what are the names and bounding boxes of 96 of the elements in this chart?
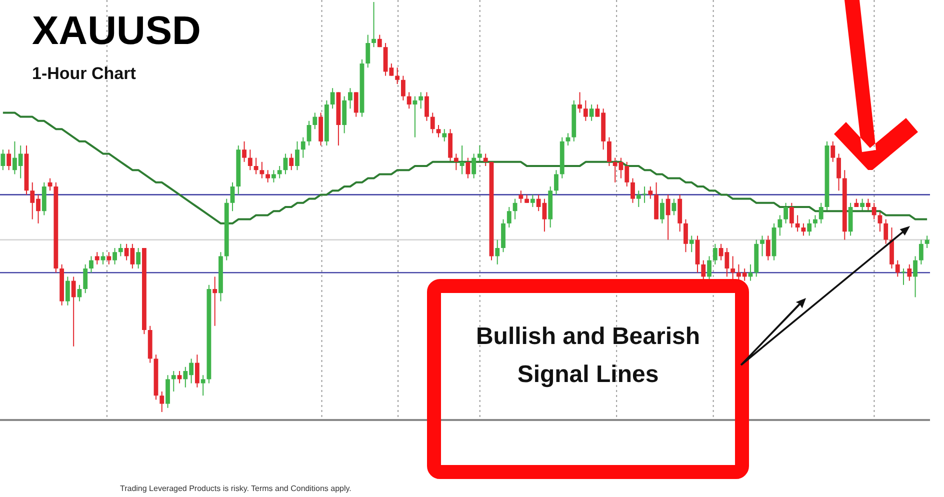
candlestick [778, 214, 782, 236]
candlestick [306, 120, 312, 146]
candlestick [607, 136, 612, 166]
candlestick [230, 182, 235, 212]
candlestick [472, 153, 476, 179]
candlestick [530, 194, 535, 208]
annotation: Bullish and Bearish Signal Lines [474, 322, 702, 390]
chart-title: XAUUSD [32, 8, 201, 55]
candlestick [707, 256, 712, 282]
candlestick [83, 264, 88, 294]
candlestick [372, 2, 376, 48]
candlestick [701, 260, 706, 282]
candlestick [589, 104, 594, 122]
candlestick [672, 198, 676, 216]
candlestick [636, 190, 641, 208]
candlestick [730, 256, 736, 282]
candlestick [89, 256, 94, 274]
candlestick [200, 374, 206, 396]
candlestick [506, 206, 512, 228]
candlestick [660, 198, 664, 224]
candlestick [495, 239, 500, 265]
candlestick [836, 153, 841, 192]
candlestick [260, 161, 264, 179]
candlestick [354, 92, 358, 118]
candlestick [766, 235, 770, 261]
candlestick [406, 92, 412, 110]
candlestick [518, 190, 524, 204]
candlestick [795, 214, 800, 232]
candlestick [242, 140, 246, 162]
candlestick [483, 153, 488, 166]
candlestick [100, 252, 106, 265]
candlestick [554, 170, 558, 196]
text: Trading Leveraged Products is risky. Terms and Conditions apply. [120, 484, 352, 493]
candlestick [430, 112, 435, 134]
candlestick [194, 354, 200, 388]
candlestick [418, 92, 424, 110]
candlestick [160, 391, 164, 412]
candlestick [212, 276, 218, 326]
candlestick [760, 235, 764, 257]
candlestick [907, 264, 912, 282]
candlestick [813, 214, 818, 228]
candlestick [884, 218, 888, 244]
candlestick [6, 149, 12, 171]
candlestick [895, 260, 900, 278]
text: 1-Hour Chart [32, 64, 136, 84]
candlestick [442, 128, 447, 142]
candlestick [478, 145, 482, 162]
candlestick [872, 202, 876, 220]
candlestick [266, 170, 270, 183]
candlestick [106, 252, 112, 265]
candlestick [684, 218, 688, 253]
candlestick [913, 256, 918, 298]
candlestick [330, 88, 335, 110]
candlestick [366, 34, 370, 68]
candlestick [454, 153, 458, 171]
candlestick [466, 157, 470, 179]
candlestick [65, 276, 70, 306]
candlestick [784, 202, 788, 224]
candlestick [578, 92, 582, 114]
candlestick [289, 153, 294, 171]
candlestick [789, 202, 794, 228]
candlestick [630, 178, 635, 204]
candlestick [94, 252, 100, 265]
candlestick [395, 67, 400, 84]
candlestick [248, 149, 252, 171]
candlestick [830, 140, 836, 162]
candlestick [460, 145, 464, 175]
candlestick [295, 140, 300, 171]
candlestick [0, 149, 6, 171]
candlestick [400, 75, 406, 101]
candlestick [118, 243, 123, 257]
candlestick [807, 218, 812, 236]
candlestick [300, 136, 306, 158]
candlestick [918, 239, 924, 265]
candlestick [801, 222, 806, 236]
candlestick [377, 34, 382, 48]
candlestick [648, 186, 653, 200]
candlestick [860, 198, 865, 212]
candlestick [924, 235, 930, 248]
candlestick [71, 276, 76, 347]
candlestick [818, 202, 824, 224]
candlestick [136, 248, 141, 269]
candlestick [866, 198, 870, 212]
candlestick [312, 112, 318, 130]
candlestick [689, 235, 694, 253]
candlestick [112, 248, 117, 265]
candlestick [712, 243, 718, 265]
candlestick [271, 170, 276, 183]
candlestick [878, 210, 882, 232]
candlestick [583, 100, 588, 122]
candlestick [424, 92, 429, 122]
candlestick [348, 88, 352, 110]
candlestick [666, 194, 670, 240]
candlestick [277, 166, 282, 179]
candlestick [254, 157, 258, 175]
candlestick [171, 370, 176, 392]
